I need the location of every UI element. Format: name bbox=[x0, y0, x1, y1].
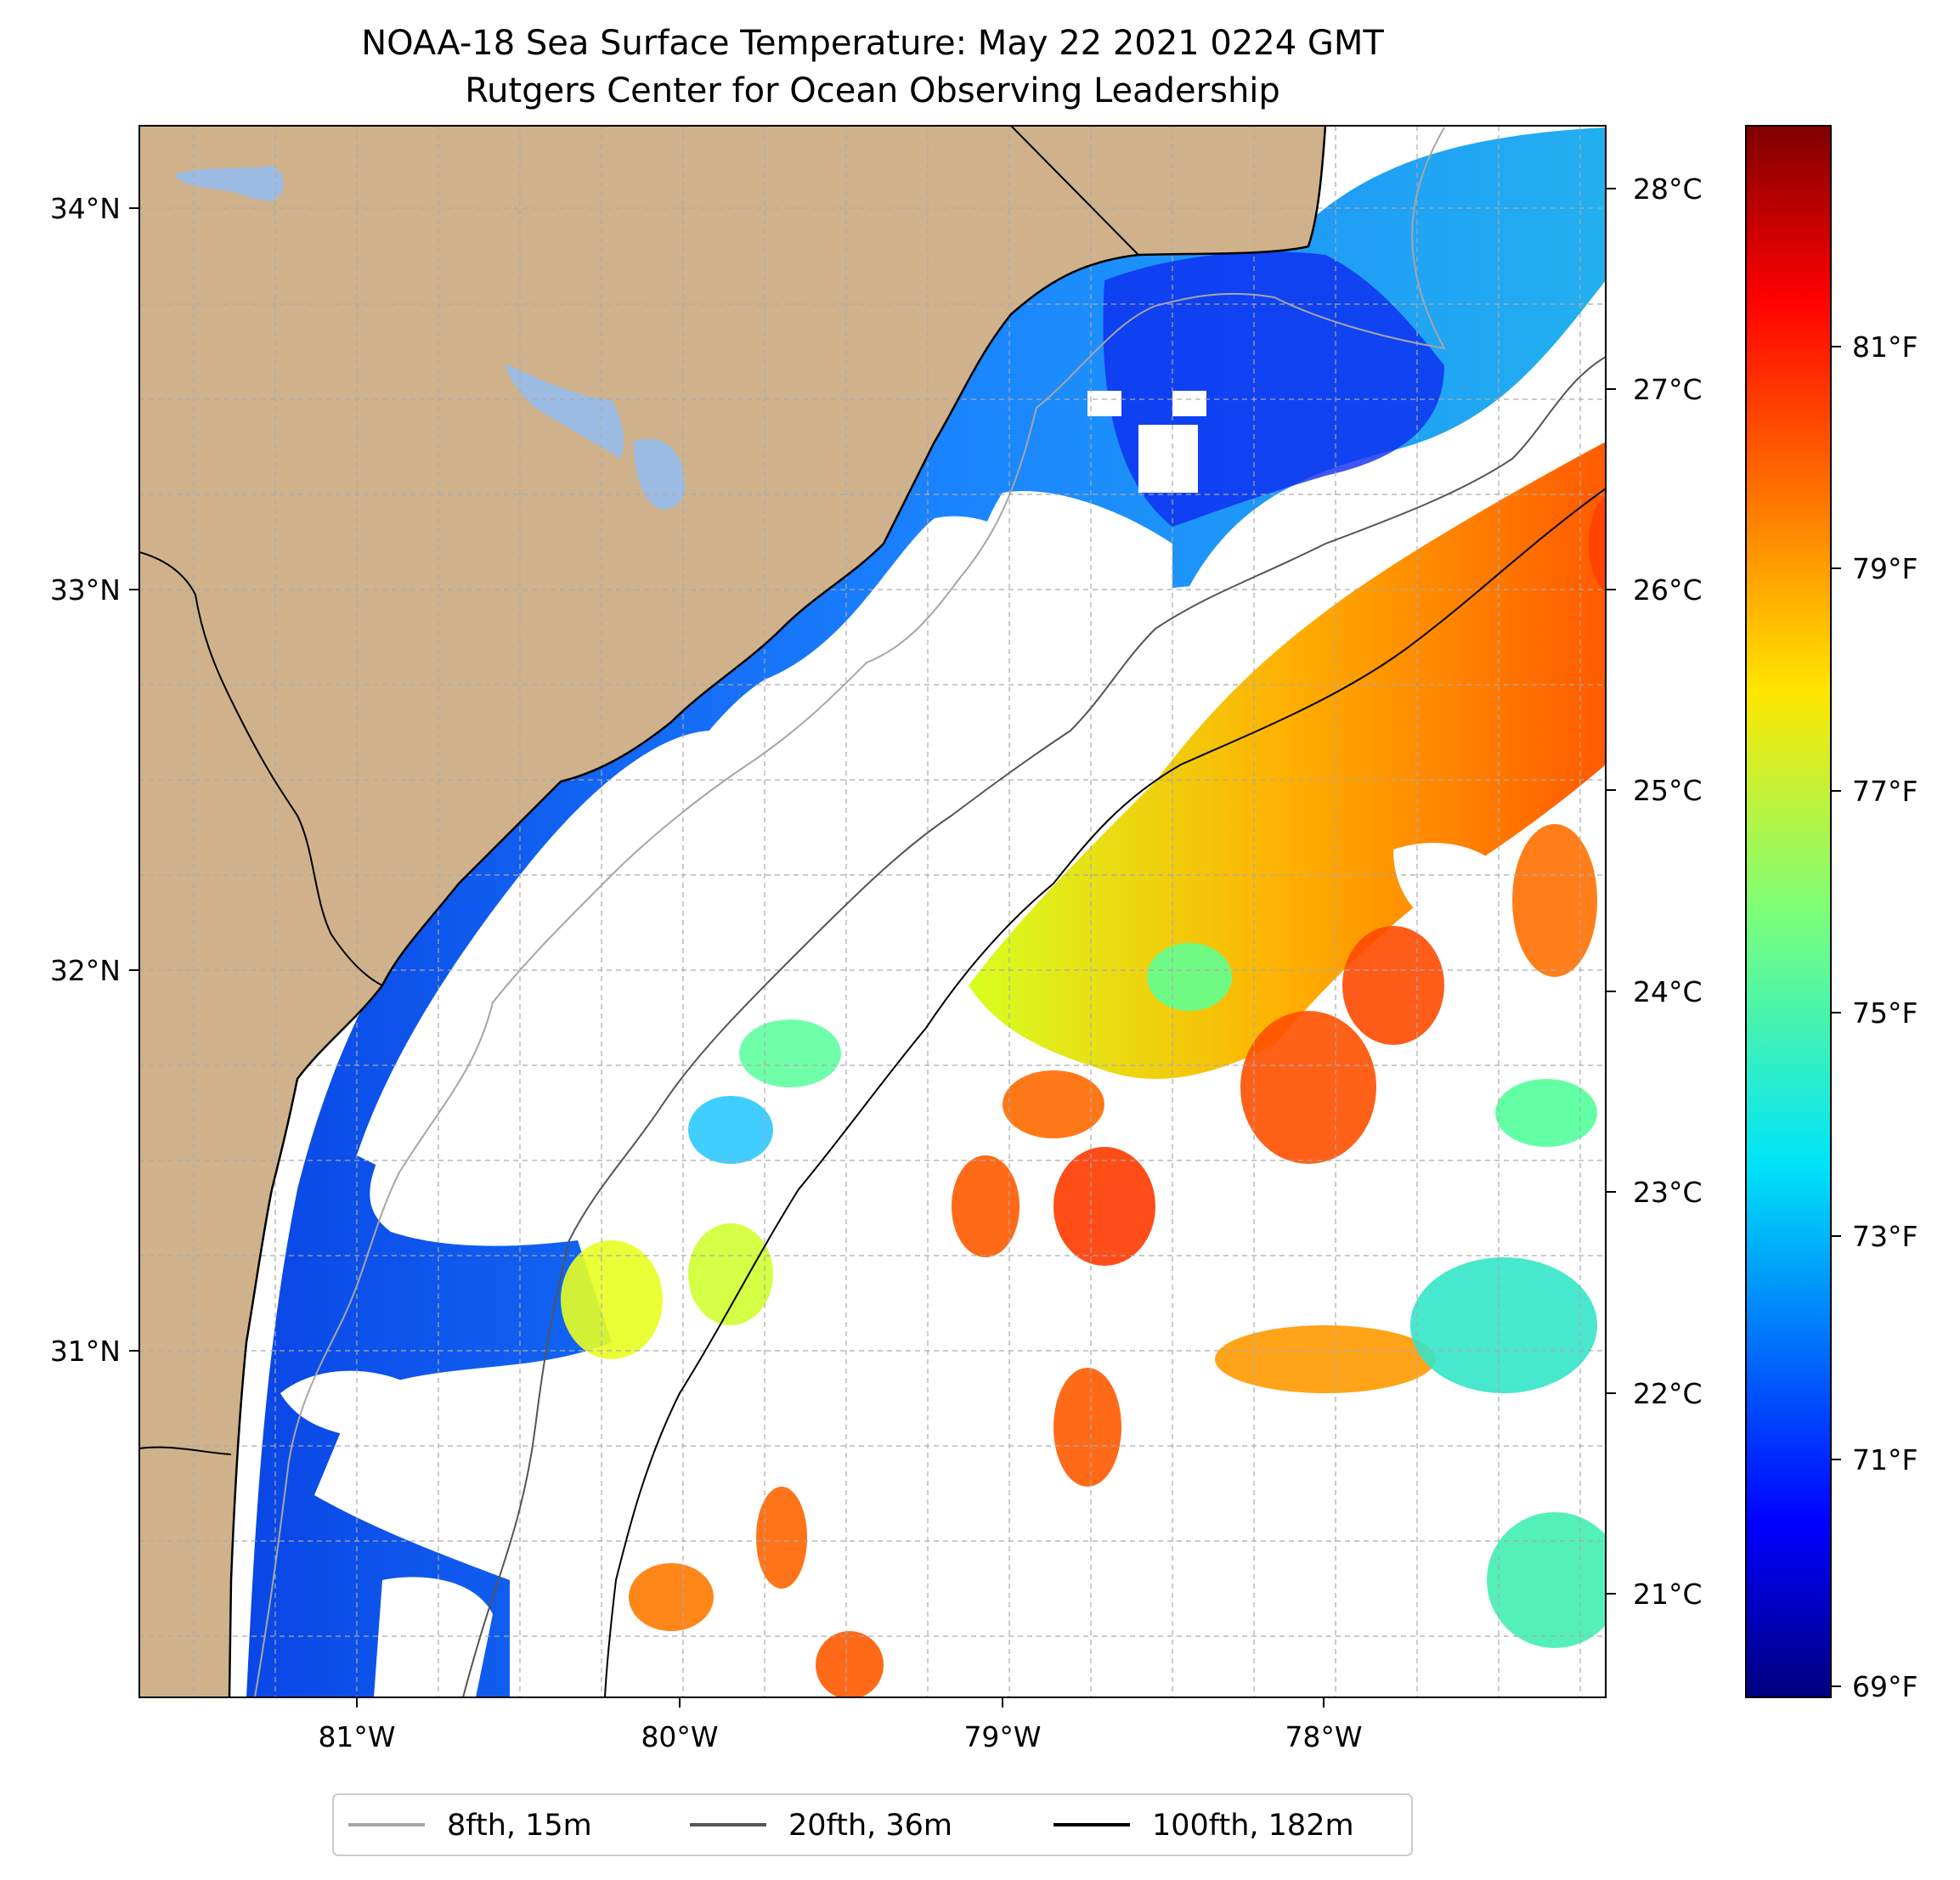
map-title-line2: Rutgers Center for Ocean Observing Leade… bbox=[465, 71, 1280, 110]
lat-label-33n: 33°N bbox=[50, 573, 121, 607]
cbar-f-79: 79°F bbox=[1852, 552, 1918, 585]
map-panel bbox=[139, 126, 1606, 1697]
lon-label-80w: 80°W bbox=[641, 1720, 718, 1753]
cbar-f-71: 71°F bbox=[1852, 1443, 1918, 1476]
cbar-c-28: 28°C bbox=[1633, 172, 1703, 206]
legend-label-8fth: 8fth, 15m bbox=[447, 1809, 592, 1843]
lat-label-34n: 34°N bbox=[50, 192, 121, 225]
latitude-axis bbox=[129, 207, 139, 1352]
land-mass bbox=[139, 126, 1325, 1697]
cbar-c-25: 25°C bbox=[1633, 774, 1703, 807]
map-title-line1: NOAA-18 Sea Surface Temperature: May 22 … bbox=[361, 24, 1384, 63]
sst-gulf-stream-band bbox=[969, 442, 1606, 1079]
cbar-f-75: 75°F bbox=[1852, 996, 1918, 1030]
cbar-c-27: 27°C bbox=[1633, 373, 1703, 406]
map-gridlines bbox=[139, 126, 1606, 1697]
coastline bbox=[228, 126, 1327, 1697]
cbar-c-24: 24°C bbox=[1633, 975, 1703, 1008]
lat-label-31n: 31°N bbox=[50, 1335, 121, 1368]
legend-label-100fth: 100fth, 182m bbox=[1152, 1809, 1354, 1843]
contour-legend: 8fth, 15m 20fth, 36m 100fth, 182m bbox=[332, 1793, 1413, 1856]
contour-100fth-182m bbox=[604, 488, 1606, 1697]
colorbar-fahrenheit-ticks bbox=[1831, 346, 1841, 1687]
sst-offshore-cool-patches bbox=[688, 943, 1606, 1648]
colorbar-gradient bbox=[1745, 125, 1832, 1698]
lat-label-32n: 32°N bbox=[50, 954, 121, 987]
lon-label-78w: 78°W bbox=[1285, 1720, 1362, 1753]
sst-no-data-gaps bbox=[280, 391, 1512, 1697]
cbar-f-69: 69°F bbox=[1852, 1670, 1918, 1703]
lon-label-81w: 81°W bbox=[318, 1720, 395, 1753]
cbar-f-73: 73°F bbox=[1852, 1220, 1918, 1253]
sst-offshore-warm-patches bbox=[561, 495, 1606, 1697]
contour-20fth-36m bbox=[462, 356, 1606, 1697]
map-frame bbox=[138, 125, 1607, 1698]
cbar-c-22: 22°C bbox=[1633, 1377, 1703, 1410]
contour-8fth-15m bbox=[254, 127, 1446, 1697]
lakes bbox=[174, 166, 686, 510]
cbar-c-21: 21°C bbox=[1633, 1578, 1703, 1611]
longitude-axis bbox=[356, 1697, 1325, 1708]
legend-label-20fth: 20fth, 36m bbox=[788, 1809, 952, 1843]
cbar-c-26: 26°C bbox=[1633, 573, 1703, 607]
state-border bbox=[139, 126, 1139, 1455]
colorbar: 28°C 27°C 26°C 25°C 24°C 23°C 22°C 21°C … bbox=[1606, 125, 1918, 1703]
cbar-f-77: 77°F bbox=[1852, 775, 1918, 808]
legend-box bbox=[332, 1793, 1413, 1856]
cbar-f-81: 81°F bbox=[1852, 330, 1918, 364]
lon-label-79w: 79°W bbox=[963, 1720, 1041, 1753]
cbar-c-23: 23°C bbox=[1633, 1176, 1703, 1209]
colorbar-celsius-ticks bbox=[1606, 188, 1616, 1595]
